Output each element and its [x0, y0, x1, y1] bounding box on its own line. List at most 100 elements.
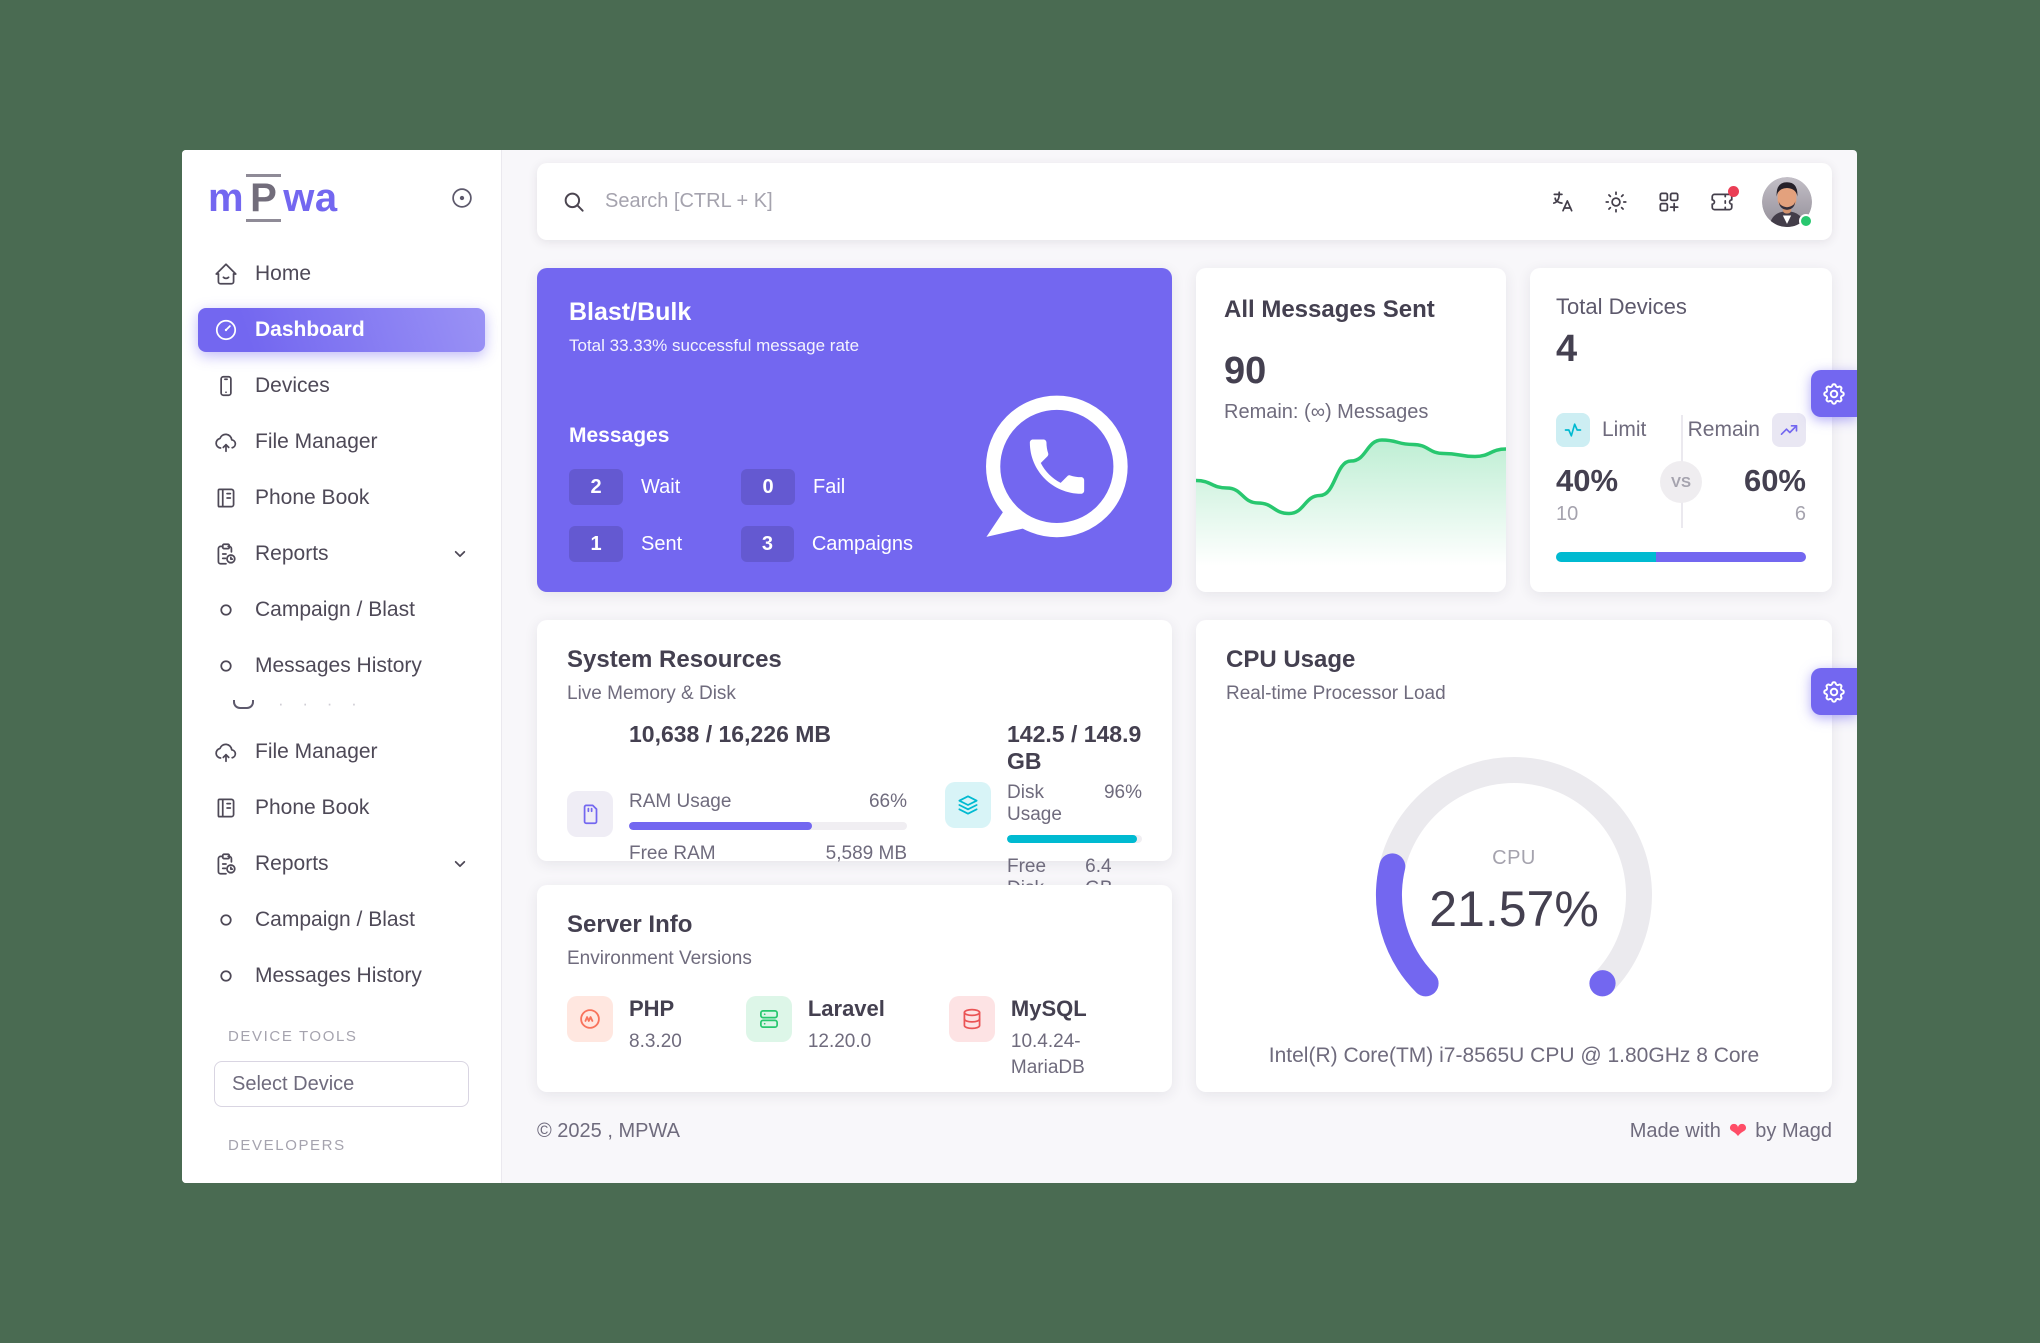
grid-add-icon — [1659, 191, 1679, 212]
logo-letters-wa: wa — [283, 175, 338, 220]
section-developers: DEVELOPERS — [228, 1137, 346, 1154]
blast-subtitle: Total 33.33% successful message rate — [569, 336, 860, 355]
report-icon — [217, 853, 236, 875]
limit-percent: 40% — [1556, 463, 1619, 498]
ram-progress-track — [629, 821, 907, 830]
sidebar-item-label: Reports — [255, 542, 329, 565]
sidebar-item-reports[interactable]: Reports — [198, 532, 485, 576]
circle-bullet-icon — [213, 597, 239, 623]
ram-section: 10,638 / 16,226 MB RAM Usage 66% — [567, 721, 907, 900]
sidebar-nav: Home Dashboard Devices File Manager Phon… — [182, 226, 501, 1183]
remain-percent: 60% — [1743, 463, 1806, 498]
sidebar-item-devices[interactable]: Devices — [198, 364, 485, 408]
sidebar-item-file-manager-2[interactable]: File Manager — [198, 730, 485, 774]
ram-usage-label: RAM Usage — [629, 790, 732, 812]
sidebar-item-label: Campaign / Blast — [255, 598, 415, 621]
sidebar-collapse-toggle[interactable] — [449, 185, 475, 211]
customizer-gear-button-2[interactable] — [1811, 668, 1857, 715]
sidebar-item-reports-2[interactable]: Reports — [198, 842, 485, 886]
php-item: PHP 8.3.20 — [567, 996, 682, 1080]
ticket-icon — [1711, 193, 1733, 210]
laravel-name: Laravel — [807, 996, 885, 1021]
spark-line — [1196, 438, 1506, 516]
language-button[interactable] — [1550, 189, 1576, 215]
sidebar-item-api-docs[interactable]: API Docs — [198, 1170, 485, 1183]
mysql-version: 10.4.24-MariaDB — [1010, 1031, 1085, 1078]
notebook-icon — [217, 488, 235, 508]
circle-bullet-icon — [213, 653, 239, 679]
stat-wait-label: Wait — [641, 475, 681, 498]
stat-campaigns: 3 Campaigns — [741, 526, 913, 562]
dashboard-icon — [215, 319, 237, 341]
sidebar-item-file-manager[interactable]: File Manager — [198, 420, 485, 464]
php-name: PHP — [629, 996, 675, 1021]
sidebar-item-messages-history-2[interactable]: Messages History — [198, 954, 485, 998]
avatar-image — [1762, 176, 1812, 227]
section-device-tools: DEVICE TOOLS — [228, 1028, 358, 1045]
sidebar-item-label: Phone Book — [255, 796, 370, 819]
sidebar-item-home[interactable]: Home — [198, 252, 485, 296]
made-by-text: by Magd — [1755, 1119, 1832, 1142]
sidebar-item-phone-book[interactable]: Phone Book — [198, 476, 485, 520]
sidebar-item-label: File Manager — [255, 430, 378, 453]
whatsapp-icon — [986, 395, 1128, 538]
sidebar-item-phone-book-2[interactable]: Phone Book — [198, 786, 485, 830]
devices-total: 4 — [1556, 328, 1578, 370]
notebook-icon — [217, 798, 235, 818]
main-content: Blast/Bulk Total 33.33% successful messa… — [502, 150, 1857, 1183]
home-icon — [215, 263, 237, 285]
sidebar-item-campaign-blast-2[interactable]: Campaign / Blast — [198, 898, 485, 942]
user-avatar[interactable] — [1762, 176, 1813, 228]
circle-dot-icon — [452, 188, 472, 208]
sidebar-item-dashboard[interactable]: Dashboard — [198, 308, 485, 352]
cpu-gauge-value — [1376, 757, 1652, 997]
theme-toggle-button[interactable] — [1603, 189, 1629, 215]
copyright-text: © 2025 , MPWA — [537, 1119, 680, 1142]
heart-icon: ❤ — [1728, 1118, 1748, 1143]
sidebar-item-label: File Manager — [255, 740, 378, 763]
system-resources-card: System Resources Live Memory & Disk 10,6… — [537, 620, 1172, 899]
blast-messages-label: Messages — [569, 424, 670, 447]
sidebar-item-label: Messages History — [255, 654, 422, 677]
mysql-item: MySQL 10.4.24-MariaDB — [948, 996, 1116, 1080]
select-device-dropdown[interactable]: Select Device — [214, 1061, 469, 1107]
devices-progress-bar — [1556, 552, 1806, 562]
sidebar-item-label: API Docs — [255, 1180, 343, 1183]
disk-section: 142.5 / 148.9 GB Disk Usage 96% — [945, 721, 1142, 900]
ram-value: 10,638 / 16,226 MB — [629, 721, 832, 747]
sidebar-item-label: Home — [255, 262, 312, 285]
clipped-text-dots: · · · · — [278, 694, 364, 713]
stat-sent: 1 Sent — [569, 526, 741, 562]
blast-bulk-card: Blast/Bulk Total 33.33% successful messa… — [537, 268, 1172, 592]
sidebar-item-label: Messages History — [255, 964, 422, 987]
limit-bar-segment — [1556, 552, 1656, 562]
sidebar-item-label: Reports — [255, 852, 329, 875]
trending-up-icon — [1772, 413, 1806, 447]
cpu-usage-subtitle: Real-time Processor Load — [1226, 683, 1446, 704]
sidebar-item-label: Phone Book — [255, 486, 370, 509]
footer: © 2025 , MPWA Made with ❤ by Magd — [537, 1118, 1832, 1144]
sidebar-item-messages-history[interactable]: Messages History — [198, 644, 485, 688]
cpu-processor-info: Intel(R) Core(TM) i7-8565U CPU @ 1.80GHz… — [1268, 1044, 1760, 1067]
search-input[interactable] — [605, 190, 1550, 213]
free-ram-label: Free RAM — [629, 842, 716, 864]
remain-label: Remain — [1687, 418, 1760, 441]
total-devices-card: Total Devices 4 Limit Remain — [1530, 268, 1832, 592]
limit-label: Limit — [1602, 418, 1647, 441]
cpu-usage-card: CPU Usage Real-time Processor Load CPU 2… — [1196, 620, 1832, 1092]
logo-letter-m: m — [208, 175, 245, 220]
customizer-gear-button-1[interactable] — [1811, 370, 1857, 417]
vs-badge: VS — [1660, 461, 1702, 503]
cpu-usage-title: CPU Usage — [1226, 646, 1356, 673]
notifications-button[interactable] — [1709, 185, 1739, 215]
notification-badge — [1728, 185, 1739, 197]
stat-fail: 0 Fail — [741, 469, 913, 505]
limit-count: 10 — [1556, 503, 1579, 525]
shortcuts-button[interactable] — [1656, 189, 1682, 215]
remain-side: Remain — [1688, 413, 1806, 447]
cpu-gauge-percent: 21.57% — [1429, 881, 1599, 937]
stat-campaigns-value: 3 — [741, 526, 794, 562]
sidebar-item-campaign-blast[interactable]: Campaign / Blast — [198, 588, 485, 632]
cloud-upload-icon — [215, 433, 237, 453]
